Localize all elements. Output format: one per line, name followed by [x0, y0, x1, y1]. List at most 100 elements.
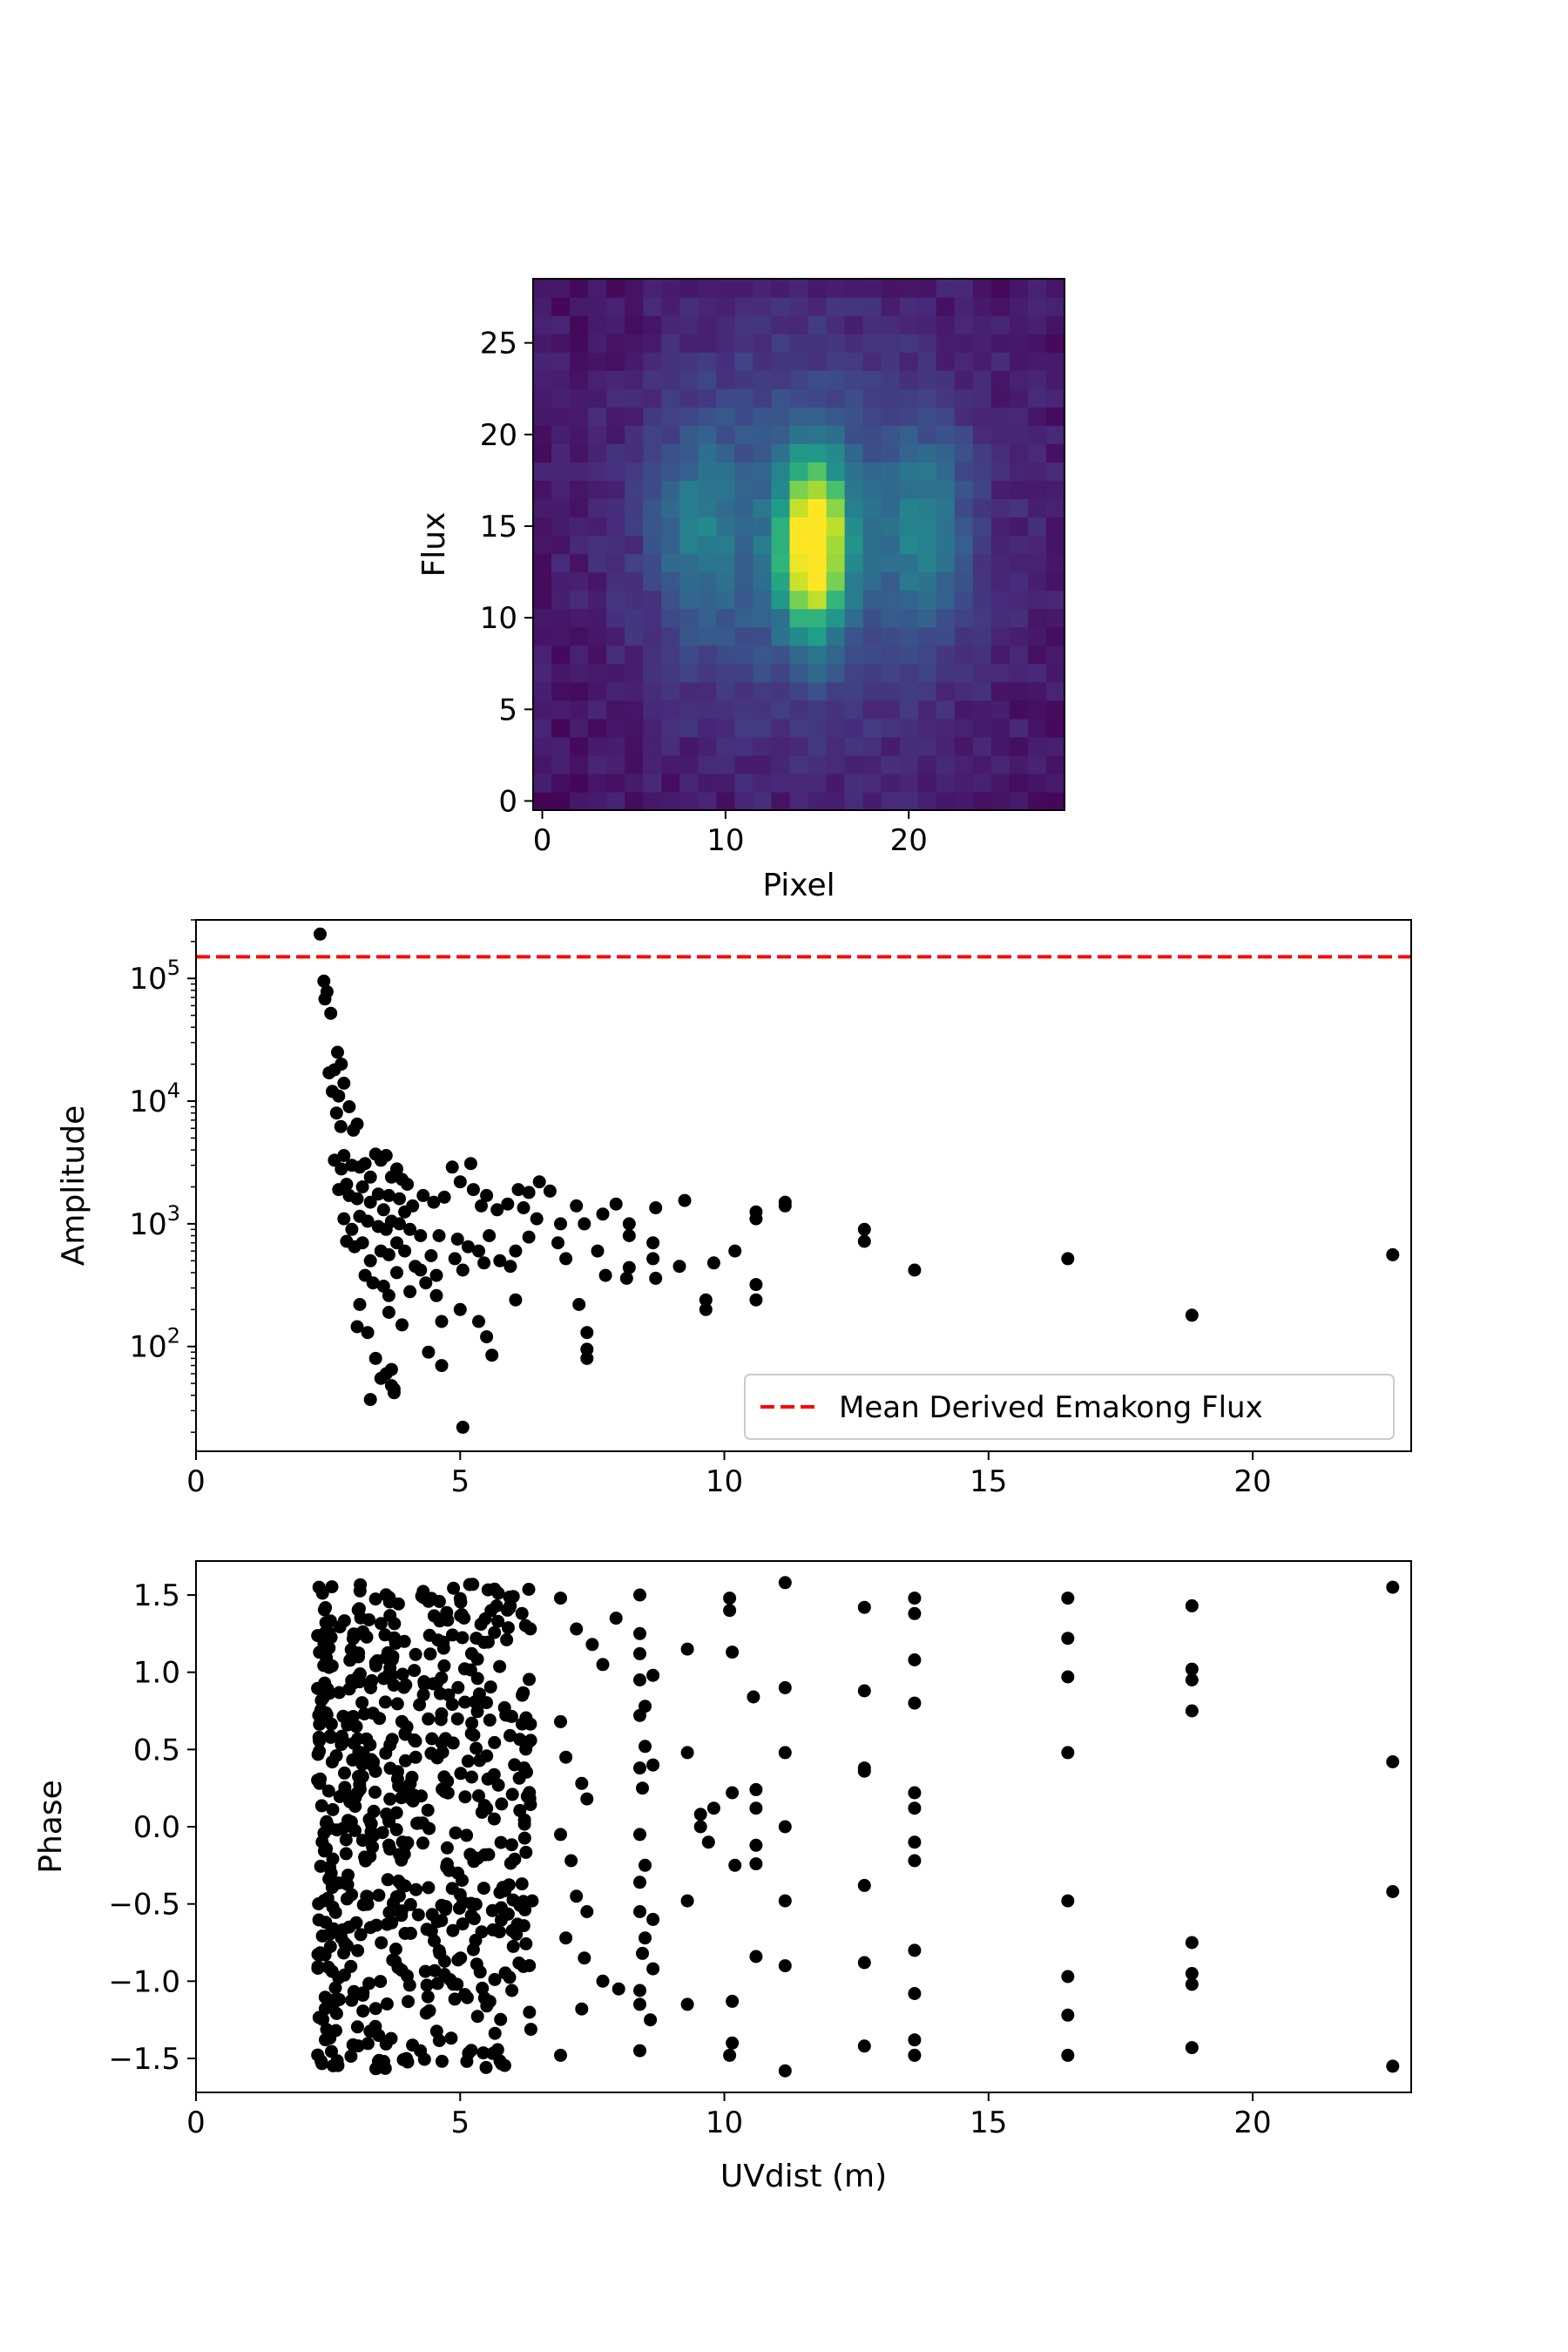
- heatmap-cell: [862, 517, 882, 537]
- heatmap-cell: [954, 352, 974, 371]
- amplitude-point: [345, 1222, 359, 1236]
- heatmap-cell: [661, 791, 680, 811]
- phase-point: [366, 1840, 380, 1854]
- heatmap-cell: [643, 425, 662, 444]
- heatmap-cell: [716, 315, 735, 335]
- heatmap-cell: [990, 389, 1010, 408]
- heatmap-cell: [881, 736, 901, 756]
- phase-point: [417, 2052, 431, 2066]
- phase-point: [749, 1782, 763, 1796]
- heatmap-cell: [716, 791, 735, 811]
- heatmap-cell: [917, 462, 937, 481]
- heatmap-cell: [606, 754, 625, 774]
- phase-point: [425, 1732, 439, 1746]
- phase-point: [355, 1834, 369, 1848]
- heatmap-cell: [990, 498, 1010, 518]
- heatmap-cell: [551, 645, 571, 665]
- heatmap-cell: [679, 590, 699, 610]
- heatmap-cell: [1045, 590, 1065, 610]
- heatmap-cell: [862, 773, 882, 793]
- heatmap-cell: [862, 279, 882, 298]
- heatmap-cell: [936, 370, 956, 389]
- heatmap-cell: [1027, 535, 1047, 555]
- phase-point: [327, 1922, 341, 1936]
- heatmap-cell: [643, 736, 662, 756]
- heatmap-cell: [899, 334, 919, 353]
- heatmap-cell: [1009, 297, 1029, 316]
- amplitude-point: [363, 1393, 377, 1407]
- heatmap-cell: [734, 517, 754, 537]
- heatmap-cell: [936, 352, 956, 371]
- phase-point: [491, 1778, 505, 1792]
- heatmap-cell: [990, 334, 1010, 353]
- phase-point: [477, 1635, 491, 1649]
- phase-point: [497, 1700, 511, 1714]
- heatmap-cell: [808, 571, 828, 591]
- heatmap-cell: [588, 571, 607, 591]
- heatmap-cell: [789, 480, 809, 500]
- heatmap-cell: [588, 389, 607, 408]
- heatmap-cell: [936, 297, 956, 316]
- heatmap-cell: [936, 462, 956, 481]
- amplitude-point: [857, 1234, 871, 1248]
- phase-point: [421, 1990, 435, 2004]
- heatmap-cell: [533, 352, 552, 371]
- phase-point: [398, 1927, 412, 1940]
- heatmap-cell: [533, 334, 552, 353]
- heatmap-cell: [862, 389, 882, 408]
- heatmap-cell: [990, 370, 1010, 389]
- phase-point: [362, 1613, 376, 1626]
- amplitude-point: [361, 1326, 375, 1340]
- heatmap-cell: [808, 773, 828, 793]
- heatmap-cell: [826, 626, 846, 646]
- heatmap-cell: [698, 315, 717, 335]
- heatmap-cell: [734, 700, 754, 720]
- heatmap-cell: [625, 608, 644, 628]
- heatmap-cell: [844, 553, 864, 573]
- phase-point: [336, 1734, 350, 1748]
- heatmap-cell: [588, 370, 607, 389]
- heatmap-cell: [771, 498, 791, 518]
- heatmap-cell: [990, 791, 1010, 811]
- heatmap-cell: [862, 626, 882, 646]
- heatmap-cell: [698, 297, 717, 316]
- heatmap-cell: [808, 462, 828, 481]
- phase-point: [352, 1748, 366, 1762]
- heatmap-cell: [789, 736, 809, 756]
- heatmap-cell: [844, 462, 864, 481]
- phase-point: [321, 1891, 335, 1905]
- phase-point: [484, 1604, 498, 1618]
- phase-point: [488, 1972, 502, 1986]
- heatmap-cell: [771, 608, 791, 628]
- amplitude-point: [578, 1217, 591, 1231]
- heatmap-cell: [753, 425, 773, 444]
- heatmap-cell: [881, 334, 901, 353]
- phase-point: [442, 1688, 456, 1702]
- phase-point: [353, 1667, 367, 1680]
- heatmap-cell: [771, 626, 791, 646]
- phase-point: [510, 1927, 524, 1941]
- heatmap-cell: [606, 480, 625, 500]
- heatmap-cell: [954, 571, 974, 591]
- heatmap-cell: [716, 334, 735, 353]
- amplitude-point: [414, 1229, 428, 1242]
- heatmap-cell: [1027, 517, 1047, 537]
- heatmap-cell: [698, 626, 717, 646]
- heatmap-cell: [844, 718, 864, 738]
- heatmap-cell: [1045, 498, 1065, 518]
- amplitude-point: [477, 1256, 491, 1270]
- heatmap-cell: [570, 462, 589, 481]
- heatmap-cell: [936, 791, 956, 811]
- heatmap-cell: [643, 297, 662, 316]
- phase-point: [417, 1675, 431, 1688]
- phase-point: [633, 1905, 646, 1918]
- heatmap-cell: [990, 645, 1010, 665]
- amplitude-point: [363, 1254, 377, 1267]
- heatmap-cell: [936, 315, 956, 335]
- phase-point: [646, 1668, 660, 1682]
- phase-point: [313, 1717, 327, 1731]
- heatmap-cell: [862, 571, 882, 591]
- phase-ytick-label: 0.0: [133, 1810, 180, 1845]
- phase-point: [329, 2007, 343, 2020]
- heatmap-cell: [917, 389, 937, 408]
